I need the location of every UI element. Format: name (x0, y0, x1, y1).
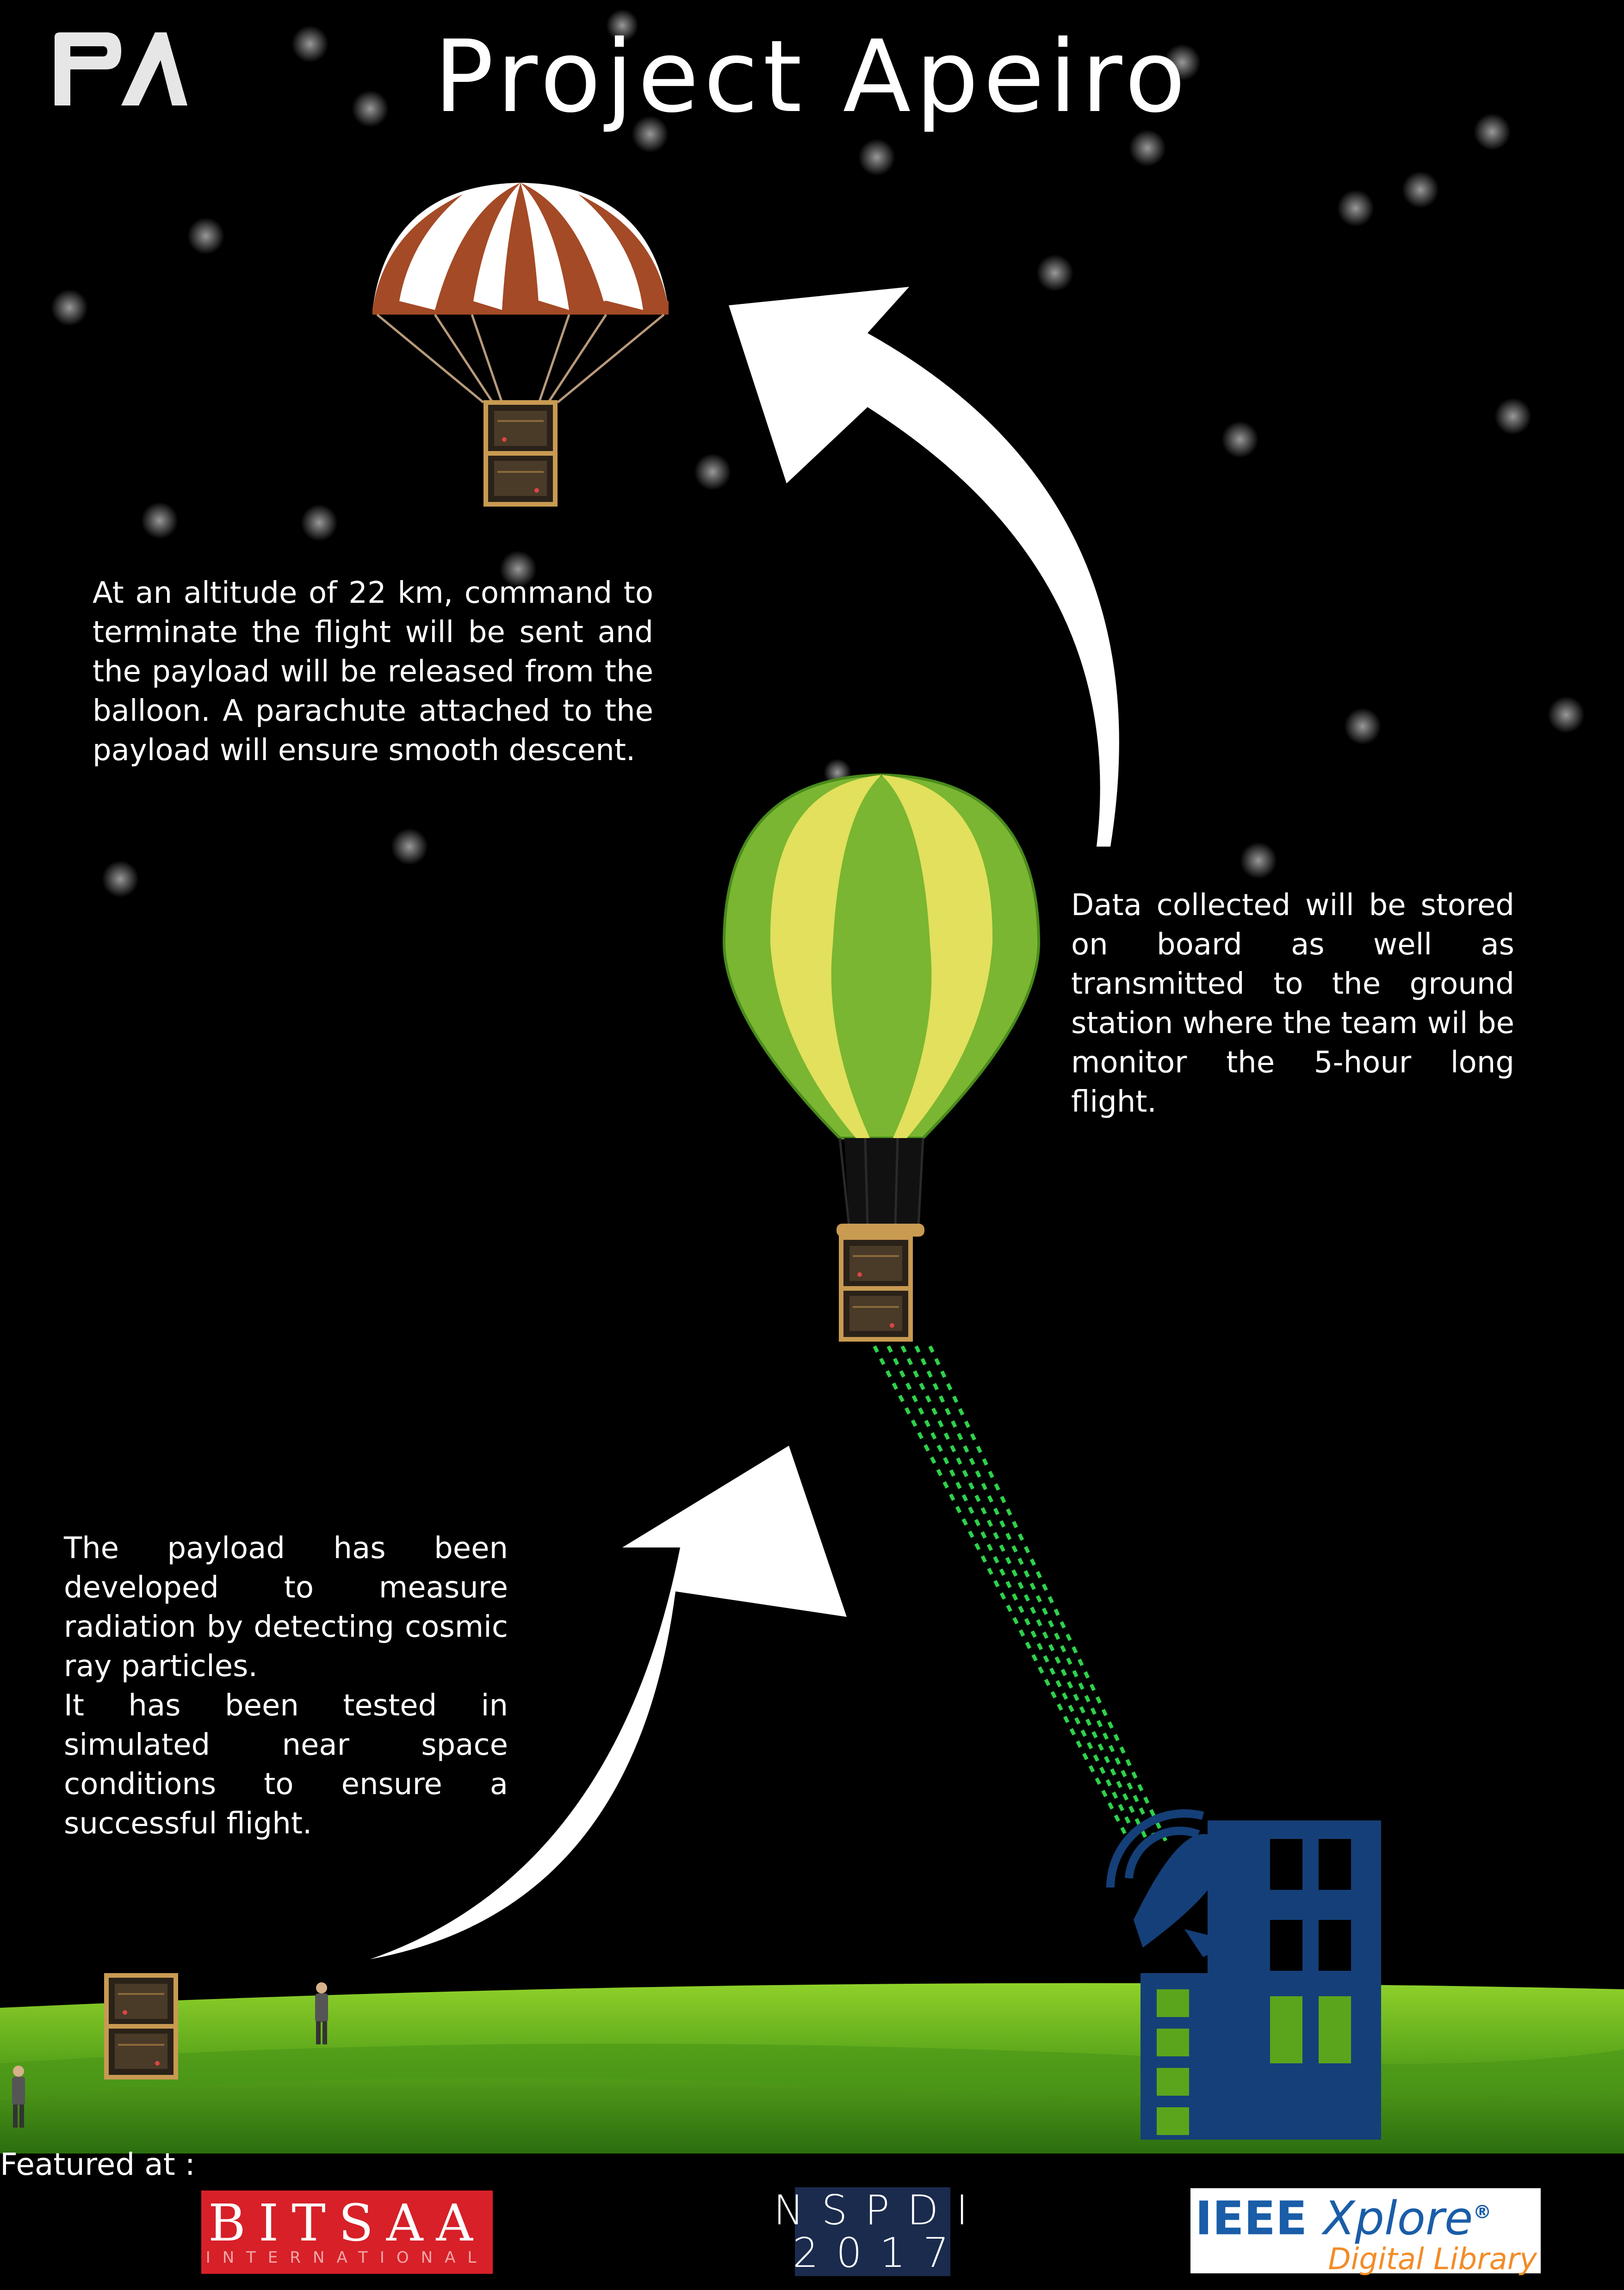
arrow-up-icon (729, 287, 1119, 847)
descent-description: At an altitude of 22 km, command to term… (93, 576, 653, 767)
payload-cube-icon (106, 1975, 176, 2077)
payload-cube-icon (841, 1238, 911, 1339)
data-description: Data collected will be stored on board a… (1071, 888, 1514, 1119)
ieee-xplore-logo: IEEE Xplore® Digital Library (1190, 2187, 1541, 2277)
data-beam (873, 1345, 1168, 1842)
ieee-xplore-main: IEEE Xplore® (1195, 2187, 1492, 2244)
registered-mark: ® (1473, 2202, 1492, 2223)
page-title: Project Apeiro (434, 19, 1190, 135)
bitsaa-main-text: BITSAA (208, 2193, 486, 2253)
xplore-text: Xplore (1323, 2191, 1473, 2246)
ground-station-building-icon (1106, 1809, 1381, 2140)
payload-description-2: It has been tested in simulated near spa… (64, 1689, 508, 1841)
hot-air-balloon-icon (722, 773, 1041, 1237)
stars (51, 9, 1585, 897)
payload-description: The payload has been developed to measur… (64, 1529, 508, 1844)
nspdi-logo: NSPDI 2017 (774, 2187, 968, 2276)
arrow-up-icon (370, 1446, 847, 1959)
satellite-dish-icon (1106, 1809, 1240, 1957)
featured-label: Featured at : (0, 2147, 195, 2182)
parachute-icon (372, 183, 669, 403)
ieee-text: IEEE (1195, 2191, 1308, 2246)
payload-cube-icon (486, 402, 555, 504)
bitsaa-logo: BITSAA INTERNATIONAL (201, 2191, 493, 2274)
nspdi-line2: 2017 (793, 2229, 967, 2277)
nspdi-line1: NSPDI (773, 2186, 986, 2234)
ieee-digital-library-text: Digital Library (1328, 2242, 1537, 2277)
pa-logo-icon (55, 32, 187, 105)
payload-description-1: The payload has been developed to measur… (64, 1531, 508, 1683)
bitsaa-sub-text: INTERNATIONAL (205, 2248, 489, 2267)
